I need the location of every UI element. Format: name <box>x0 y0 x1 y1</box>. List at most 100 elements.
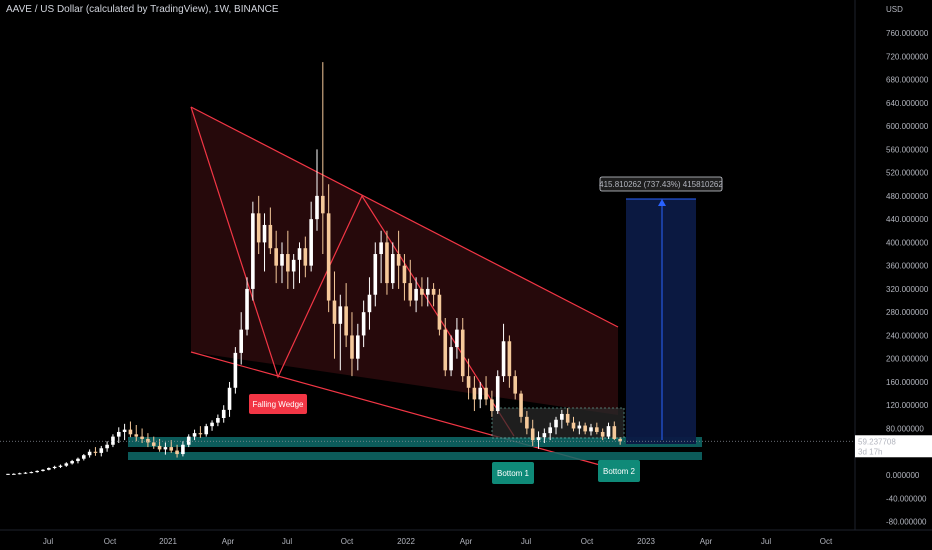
candle-body <box>326 213 331 301</box>
candle-body <box>390 254 395 284</box>
y-tick-label: 240.000000 <box>886 331 929 340</box>
bottom1-label-bg <box>492 462 534 484</box>
y-tick-label: 560.000000 <box>886 145 929 154</box>
measure-label-text: 415.810262 (737.43%) 415810262 <box>599 180 723 189</box>
falling-wedge-label: Falling Wedge <box>249 394 307 414</box>
candle-body <box>530 428 535 441</box>
candle-body <box>321 195 325 214</box>
candle-body <box>151 442 156 446</box>
candle-body <box>315 195 319 220</box>
x-tick-label: Apr <box>460 537 473 546</box>
y-tick-label: 400.000000 <box>886 238 929 247</box>
x-tick-label: Oct <box>341 537 354 546</box>
x-tick-label: Jul <box>43 537 53 546</box>
candle-body <box>560 413 564 420</box>
candle-body <box>490 399 494 412</box>
candle-body <box>58 465 63 467</box>
target-arrow-head <box>658 199 666 206</box>
candle-body <box>589 427 593 432</box>
price-tag-value: 59.237708 <box>858 437 896 446</box>
price-tag-bg <box>855 435 932 458</box>
price-tag-countdown: 3d 17h <box>858 447 882 456</box>
candle-body <box>303 248 308 266</box>
candle-body <box>519 393 523 417</box>
candle-body <box>291 259 296 272</box>
candle-body <box>449 347 453 371</box>
bottom1-label: Bottom 1 <box>492 462 534 484</box>
candle-body <box>175 450 179 455</box>
candle-body <box>548 427 552 434</box>
x-tick-label: Jul <box>521 537 531 546</box>
candle-body <box>536 437 541 441</box>
y-tick-label: 480.000000 <box>886 192 929 201</box>
candle-body <box>408 283 413 301</box>
x-tick-label: Jul <box>282 537 292 546</box>
candle-body <box>612 426 617 439</box>
candle-body <box>309 219 313 266</box>
candle-body <box>286 254 290 272</box>
measure-label-bg <box>599 176 723 192</box>
candle-body <box>105 444 109 449</box>
candle-body <box>472 387 477 400</box>
support-zone-lower <box>128 452 702 460</box>
y-tick-label: 280.000000 <box>886 308 929 317</box>
candle-body <box>356 335 360 359</box>
bottom2-label: Bottom 2 <box>598 460 640 482</box>
candle-body <box>431 288 436 295</box>
candle-body <box>52 466 57 469</box>
candle-body <box>23 472 28 474</box>
candle-body <box>565 413 570 423</box>
y-tick-label: 120.000000 <box>886 401 929 410</box>
candle-body <box>460 329 465 377</box>
candle-body <box>338 306 343 324</box>
candle-body <box>443 329 448 371</box>
candle-body <box>70 461 74 464</box>
candle-body <box>192 433 197 437</box>
candle-body <box>227 387 232 410</box>
candle-body <box>280 254 284 266</box>
candle-body <box>128 429 133 435</box>
y-tick-label: 360.000000 <box>886 262 929 271</box>
x-tick-label: 2023 <box>637 537 655 546</box>
candle-body <box>525 416 529 429</box>
measure-label: 415.810262 (737.43%) 415810262 <box>599 176 723 192</box>
candle-body <box>186 436 191 445</box>
y-tick-label: 440.000000 <box>886 215 929 224</box>
candle-body <box>29 472 34 474</box>
candle-body <box>332 300 337 324</box>
falling-wedge-label-bg <box>249 394 307 414</box>
candle-body <box>35 470 39 473</box>
candle-body <box>274 248 278 266</box>
candle-body <box>256 213 261 243</box>
candle-body <box>414 288 418 301</box>
candle-body <box>140 436 144 439</box>
candle-body <box>367 294 372 313</box>
candle-body <box>495 376 500 412</box>
candle-body <box>600 431 605 437</box>
candle-body <box>116 431 121 437</box>
x-tick-label: Apr <box>222 537 235 546</box>
candle-body <box>245 288 249 330</box>
y-tick-label: 200.000000 <box>886 355 929 364</box>
candle-body <box>595 427 599 432</box>
candle-body <box>233 352 238 388</box>
candle-body <box>210 422 214 427</box>
candle-body <box>583 425 587 432</box>
candle-body <box>361 312 366 336</box>
candle-body <box>484 387 488 400</box>
support-zone-upper <box>128 437 702 447</box>
candle-body <box>420 288 424 295</box>
y-tick-label: 320.000000 <box>886 285 929 294</box>
candle-body <box>385 242 389 284</box>
bottom2-label-text: Bottom 2 <box>603 467 636 476</box>
candle-body <box>204 426 209 435</box>
y-tick-label: 600.000000 <box>886 122 929 131</box>
wedge-layer <box>128 106 702 471</box>
target-projection-box <box>626 199 696 444</box>
bottom1-label-text: Bottom 1 <box>497 469 530 478</box>
x-tick-label: Oct <box>820 537 833 546</box>
overlay-layer: Falling Wedge Bottom 1 Bottom 2 415.810262 … <box>0 176 855 484</box>
x-tick-label: Apr <box>700 537 713 546</box>
chart-title: AAVE / US Dollar (calculated by TradingV… <box>6 4 279 15</box>
